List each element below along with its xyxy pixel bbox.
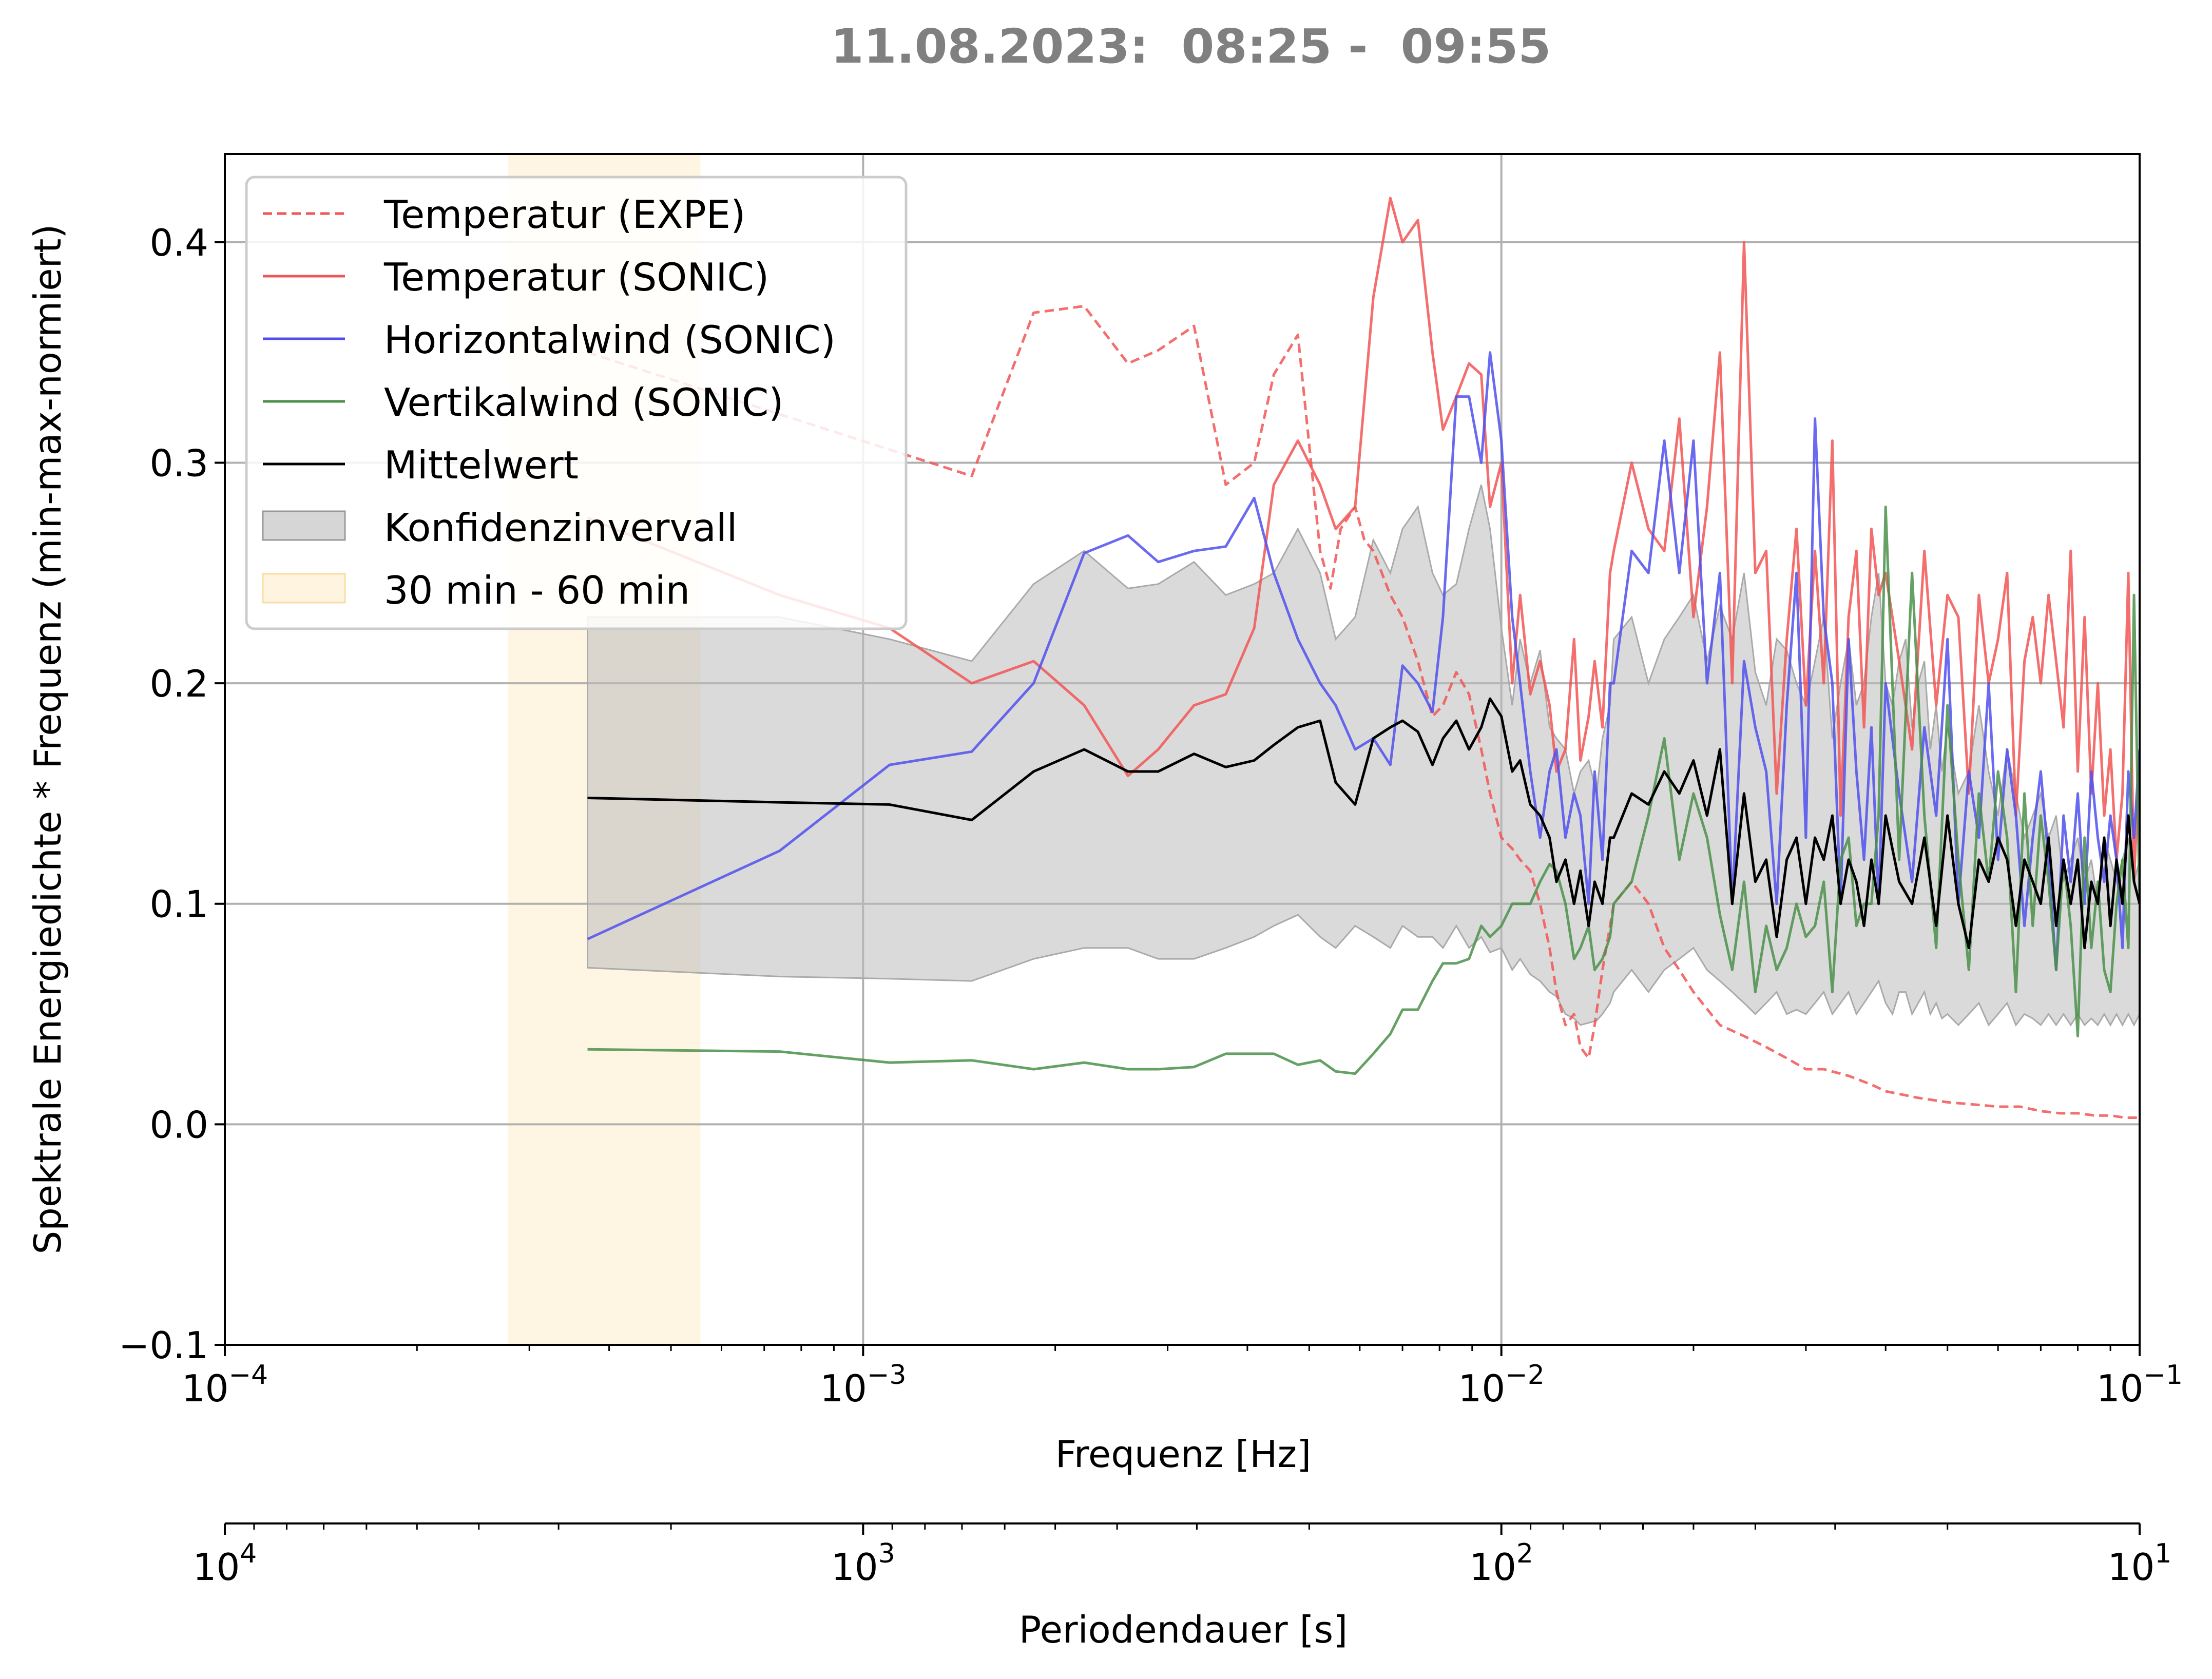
series-mittelwert xyxy=(587,697,2140,950)
legend-label-mittelwert: Mittelwert xyxy=(384,442,579,488)
secondary-x-axis-label: Periodendauer [s] xyxy=(1019,1608,1348,1651)
x-tick-label: 10−3 xyxy=(820,1360,906,1410)
legend-swatch-konfidenzinvervall xyxy=(262,510,346,541)
series-temperatur-expe xyxy=(587,304,2140,1119)
legend-label-temperatur-expe: Temperatur (EXPE) xyxy=(383,192,745,237)
y-tick-label: 0.0 xyxy=(149,1103,208,1146)
legend-swatch-30-60-min xyxy=(262,573,346,604)
confidence-band xyxy=(587,484,2140,1027)
legend-label-konfidenzinvervall: Konfidenzinvervall xyxy=(384,505,738,550)
secondary-tick-label: 104 xyxy=(193,1538,257,1589)
chart-title: 11.08.2023: 08:25 - 09:55 xyxy=(831,19,1551,74)
y-axis-label: Spektrale Energiedichte * Frequenz (min-… xyxy=(26,224,69,1254)
secondary-tick-label: 102 xyxy=(1469,1538,1533,1589)
series-temperatur-sonic xyxy=(587,197,2140,883)
legend-label-horizontalwind: Horizontalwind (SONIC) xyxy=(384,317,836,362)
x-tick-label: 10−2 xyxy=(1458,1360,1545,1410)
legend-label-vertikalwind: Vertikalwind (SONIC) xyxy=(384,380,784,425)
y-tick-label: 0.2 xyxy=(149,662,208,705)
legend-label-30-60-min: 30 min - 60 min xyxy=(384,568,690,613)
secondary-tick-label: 101 xyxy=(2108,1538,2172,1589)
legend-label-temperatur-sonic: Temperatur (SONIC) xyxy=(383,255,769,300)
y-tick-label: 0.4 xyxy=(149,221,208,264)
plot-series-group xyxy=(587,197,2140,1119)
secondary-tick-label: 103 xyxy=(831,1538,895,1589)
series-vertikalwind-sonic xyxy=(587,505,2140,1075)
x-axis-label: Frequenz [Hz] xyxy=(1055,1433,1312,1476)
plot-frame xyxy=(224,153,2141,1346)
y-tick-label: 0.3 xyxy=(149,441,208,485)
series-horizontalwind-sonic xyxy=(587,351,2140,972)
legend: Temperatur (EXPE) Temperatur (SONIC) Hor… xyxy=(245,176,908,630)
x-tick-label: 10−1 xyxy=(2096,1360,2183,1410)
legend-box xyxy=(245,176,908,630)
x-tick-label: 10−4 xyxy=(182,1360,268,1410)
y-tick-label: −0.1 xyxy=(119,1324,208,1367)
y-tick-label: 0.1 xyxy=(149,883,208,926)
